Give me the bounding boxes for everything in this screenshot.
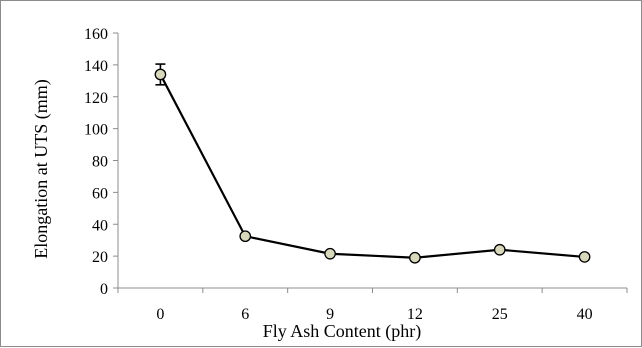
y-tick-label: 20 [92,249,108,266]
x-tick-label: 0 [156,306,164,323]
data-point [493,243,506,256]
series-layer [154,63,591,264]
x-tick-label: 12 [407,306,423,323]
data-point [239,230,252,243]
y-axis-ticks: 0 20 40 60 80 100 120 140 160 [84,26,118,298]
y-tick-label: 60 [92,185,108,202]
x-tick-label: 25 [492,306,508,323]
y-tick-label: 120 [84,90,108,107]
x-tick-label: 40 [577,306,593,323]
data-point [578,251,591,263]
y-tick-label: 100 [84,122,108,139]
data-point [154,68,167,81]
y-tick-label: 160 [84,26,108,43]
y-tick-label: 80 [92,154,108,171]
data-point [324,247,336,260]
series-line [159,73,585,259]
data-point [409,251,421,264]
y-axis-label: Elongation at UTS (mm) [31,79,52,258]
y-tick-label: 40 [92,217,108,234]
x-axis-ticks: 0 6 9 12 25 40 [117,288,628,323]
y-tick-label: 0 [100,281,108,298]
x-tick-label: 9 [326,306,334,323]
y-tick-label: 140 [84,58,108,75]
x-axis-label: Fly Ash Content (phr) [263,321,422,342]
x-tick-label: 6 [241,306,249,323]
